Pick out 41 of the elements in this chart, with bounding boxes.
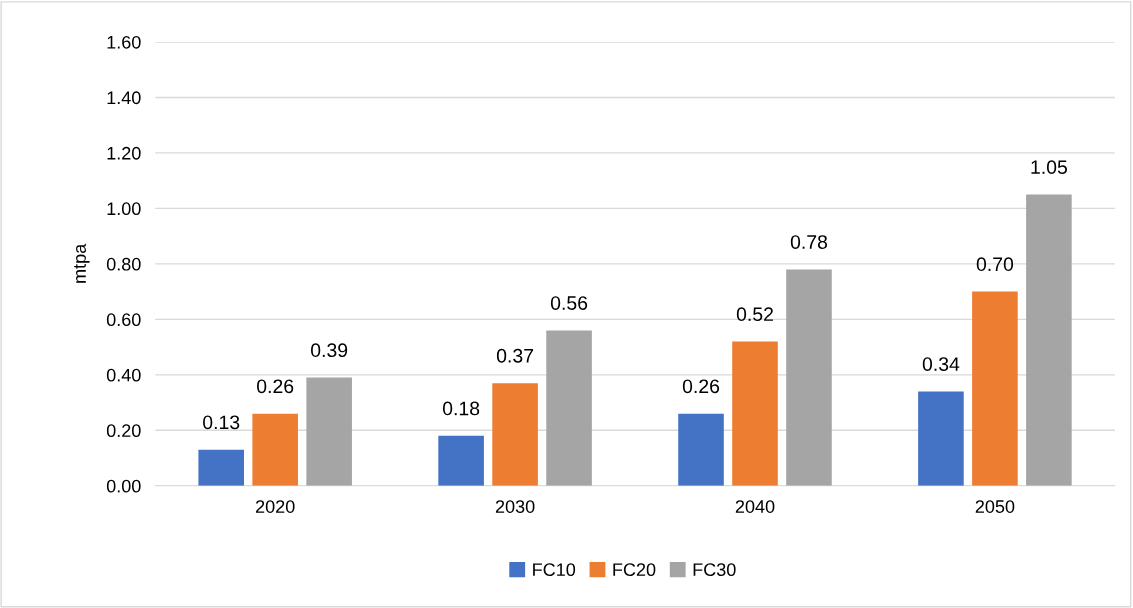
data-label: 0.52 — [736, 307, 773, 322]
y-tick-label: 0.00 — [106, 479, 141, 493]
y-tick-label: 1.40 — [107, 91, 141, 105]
x-tick-label: 2040 — [735, 500, 775, 513]
data-label: 0.39 — [311, 343, 348, 358]
data-label: 0.18 — [442, 401, 480, 416]
data-label: 0.26 — [682, 379, 720, 394]
bar — [252, 413, 298, 486]
bar — [918, 391, 964, 486]
y-axis-title: mtpa — [74, 243, 90, 283]
data-label: 0.78 — [790, 235, 828, 249]
data-label: 0.13 — [203, 415, 240, 430]
bar — [732, 341, 778, 486]
legend-label: FC10 — [533, 563, 576, 577]
bar — [678, 413, 724, 486]
bar — [972, 291, 1018, 486]
y-tick-label: 1.20 — [107, 146, 141, 160]
x-tick-label: 2020 — [256, 500, 295, 513]
bar — [546, 330, 592, 486]
y-tick-label: 0.80 — [106, 257, 141, 271]
y-tick-label: 0.40 — [106, 368, 141, 382]
data-label: 0.34 — [922, 357, 960, 371]
bar — [438, 435, 484, 486]
bar — [198, 449, 244, 486]
legend-label: FC20 — [613, 563, 656, 577]
bar — [786, 269, 832, 486]
y-tick-label: 0.60 — [106, 313, 141, 327]
bar — [492, 383, 538, 486]
data-label: 1.05 — [1031, 160, 1067, 175]
x-tick-label: 2030 — [495, 500, 535, 513]
x-tick-label: 2050 — [975, 500, 1015, 513]
y-tick-label: 1.00 — [107, 202, 141, 216]
data-label: 0.26 — [257, 379, 294, 394]
data-label: 0.70 — [976, 257, 1014, 272]
y-tick-label: 0.20 — [106, 424, 141, 438]
bar — [306, 377, 352, 486]
data-label: 0.37 — [496, 348, 534, 363]
y-tick-label: 1.60 — [107, 35, 141, 49]
bar — [1026, 194, 1072, 486]
legend-label: FC30 — [693, 563, 736, 577]
data-label: 0.56 — [550, 296, 588, 310]
